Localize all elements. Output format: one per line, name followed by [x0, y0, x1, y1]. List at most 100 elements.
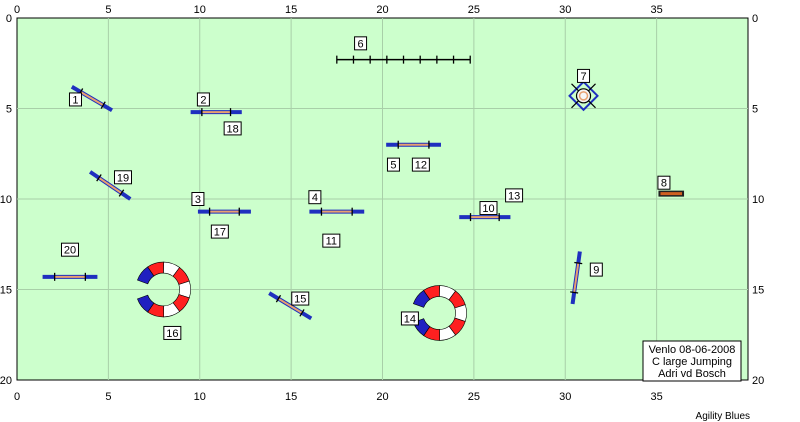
- y-tick-label-left: 10: [0, 194, 12, 206]
- number-text: 18: [227, 123, 239, 135]
- obstacle-number: 18: [223, 121, 242, 136]
- number-box: [60, 242, 79, 257]
- number-text: 6: [358, 38, 364, 50]
- number-box: [411, 157, 430, 172]
- number-text: 14: [404, 313, 416, 325]
- x-tick-label-top: 5: [105, 4, 111, 16]
- obstacles: [42, 55, 685, 341]
- obstacle-number: 5: [386, 157, 400, 172]
- tunnel: [137, 261, 191, 318]
- grid-lines: [17, 18, 748, 380]
- x-tick-label-top: 0: [14, 4, 20, 16]
- number-text: 15: [294, 294, 306, 306]
- hurdle-stand: [570, 291, 579, 294]
- hurdle: [190, 108, 242, 117]
- hurdle-stand: [574, 261, 583, 265]
- number-text: 5: [390, 160, 396, 172]
- x-tick-label-top: 20: [376, 4, 388, 16]
- hurdle-bar: [80, 91, 104, 106]
- hurdle-stand: [118, 189, 125, 197]
- obstacle-number: 14: [400, 311, 419, 326]
- hurdle-stand: [299, 309, 305, 317]
- number-text: 10: [482, 203, 494, 215]
- y-tick-label-right: 5: [752, 104, 758, 116]
- number-text: 7: [580, 71, 586, 83]
- hurdle: [459, 213, 511, 222]
- number-text: 2: [200, 94, 206, 106]
- obstacle-number: 11: [322, 233, 341, 248]
- tyre-inner: [578, 91, 589, 101]
- obstacle-number: 16: [163, 325, 182, 340]
- hurdle-stand: [100, 101, 106, 109]
- obstacle-number: 19: [113, 170, 132, 185]
- tunnel-segment: [137, 294, 155, 313]
- obstacle-number: 1: [68, 92, 82, 107]
- number-text: 16: [166, 328, 178, 340]
- obstacle-number: 9: [589, 262, 603, 277]
- number-box: [308, 190, 322, 205]
- x-tick-label-bottom: 25: [468, 391, 480, 403]
- obstacle-number: 2: [196, 92, 210, 107]
- tyre: [568, 80, 599, 112]
- x-tick-label-bottom: 35: [651, 391, 663, 403]
- x-tick-label-top: 25: [468, 4, 480, 16]
- y-tick-label-right: 10: [752, 194, 764, 206]
- y-tick-label-right: 0: [752, 13, 758, 25]
- x-tick-label-top: 30: [559, 4, 571, 16]
- obstacle-number: 17: [210, 224, 229, 239]
- x-tick-label-top: 35: [651, 4, 663, 16]
- obstacle-number: 7: [577, 68, 591, 83]
- credit-text: Agility Blues: [696, 411, 750, 422]
- number-text: 13: [508, 190, 520, 202]
- tyre-ring: [575, 88, 592, 104]
- obstacle-number: 4: [308, 190, 322, 205]
- number-box: [505, 188, 524, 203]
- number-box: [191, 192, 205, 206]
- number-text: 4: [312, 192, 318, 204]
- y-tick-label-left: 15: [0, 285, 12, 297]
- number-box: [291, 291, 310, 306]
- number-text: 11: [326, 236, 337, 248]
- obstacle-number: 15: [291, 291, 310, 306]
- info-line-1: Venlo 08-06-2008: [649, 344, 736, 356]
- hurdle: [570, 251, 583, 305]
- hurdle-bar: [573, 262, 580, 293]
- number-box: [657, 175, 671, 190]
- number-box: [386, 157, 400, 172]
- hurdle-bar: [98, 176, 123, 194]
- number-text: 20: [64, 245, 76, 257]
- y-tick-label-left: 20: [0, 375, 12, 387]
- number-text: 19: [117, 172, 129, 184]
- x-tick-label-top: 10: [194, 4, 206, 16]
- number-box: [163, 325, 182, 340]
- obstacle-number: 13: [505, 188, 524, 203]
- x-tick-label-bottom: 30: [559, 391, 571, 403]
- hurdle: [386, 140, 441, 149]
- hurdle: [88, 170, 132, 201]
- hurdle-stand: [96, 174, 102, 182]
- x-tick-label-bottom: 0: [14, 391, 20, 403]
- long-jump: [336, 55, 471, 64]
- obstacle-number: 8: [657, 175, 671, 190]
- tyre-frame: [568, 80, 599, 112]
- x-tick-label-top: 15: [285, 4, 297, 16]
- number-box: [196, 92, 210, 107]
- number-box: [113, 170, 132, 185]
- obstacle-number: 12: [411, 157, 430, 172]
- number-box: [322, 233, 341, 248]
- x-tick-label-bottom: 10: [194, 391, 206, 403]
- number-box: [577, 68, 591, 83]
- number-box: [589, 262, 603, 277]
- hurdle: [70, 85, 114, 113]
- hurdle-bar: [277, 297, 303, 314]
- number-text: 9: [593, 265, 599, 277]
- obstacle-number: 10: [479, 201, 498, 216]
- number-text: 3: [195, 194, 201, 206]
- number-text: 8: [661, 178, 667, 190]
- number-box: [479, 201, 498, 216]
- x-tick-label-bottom: 5: [105, 391, 111, 403]
- hurdle: [197, 207, 251, 216]
- y-tick-label-left: 5: [6, 104, 12, 116]
- y-tick-label-right: 15: [752, 285, 764, 297]
